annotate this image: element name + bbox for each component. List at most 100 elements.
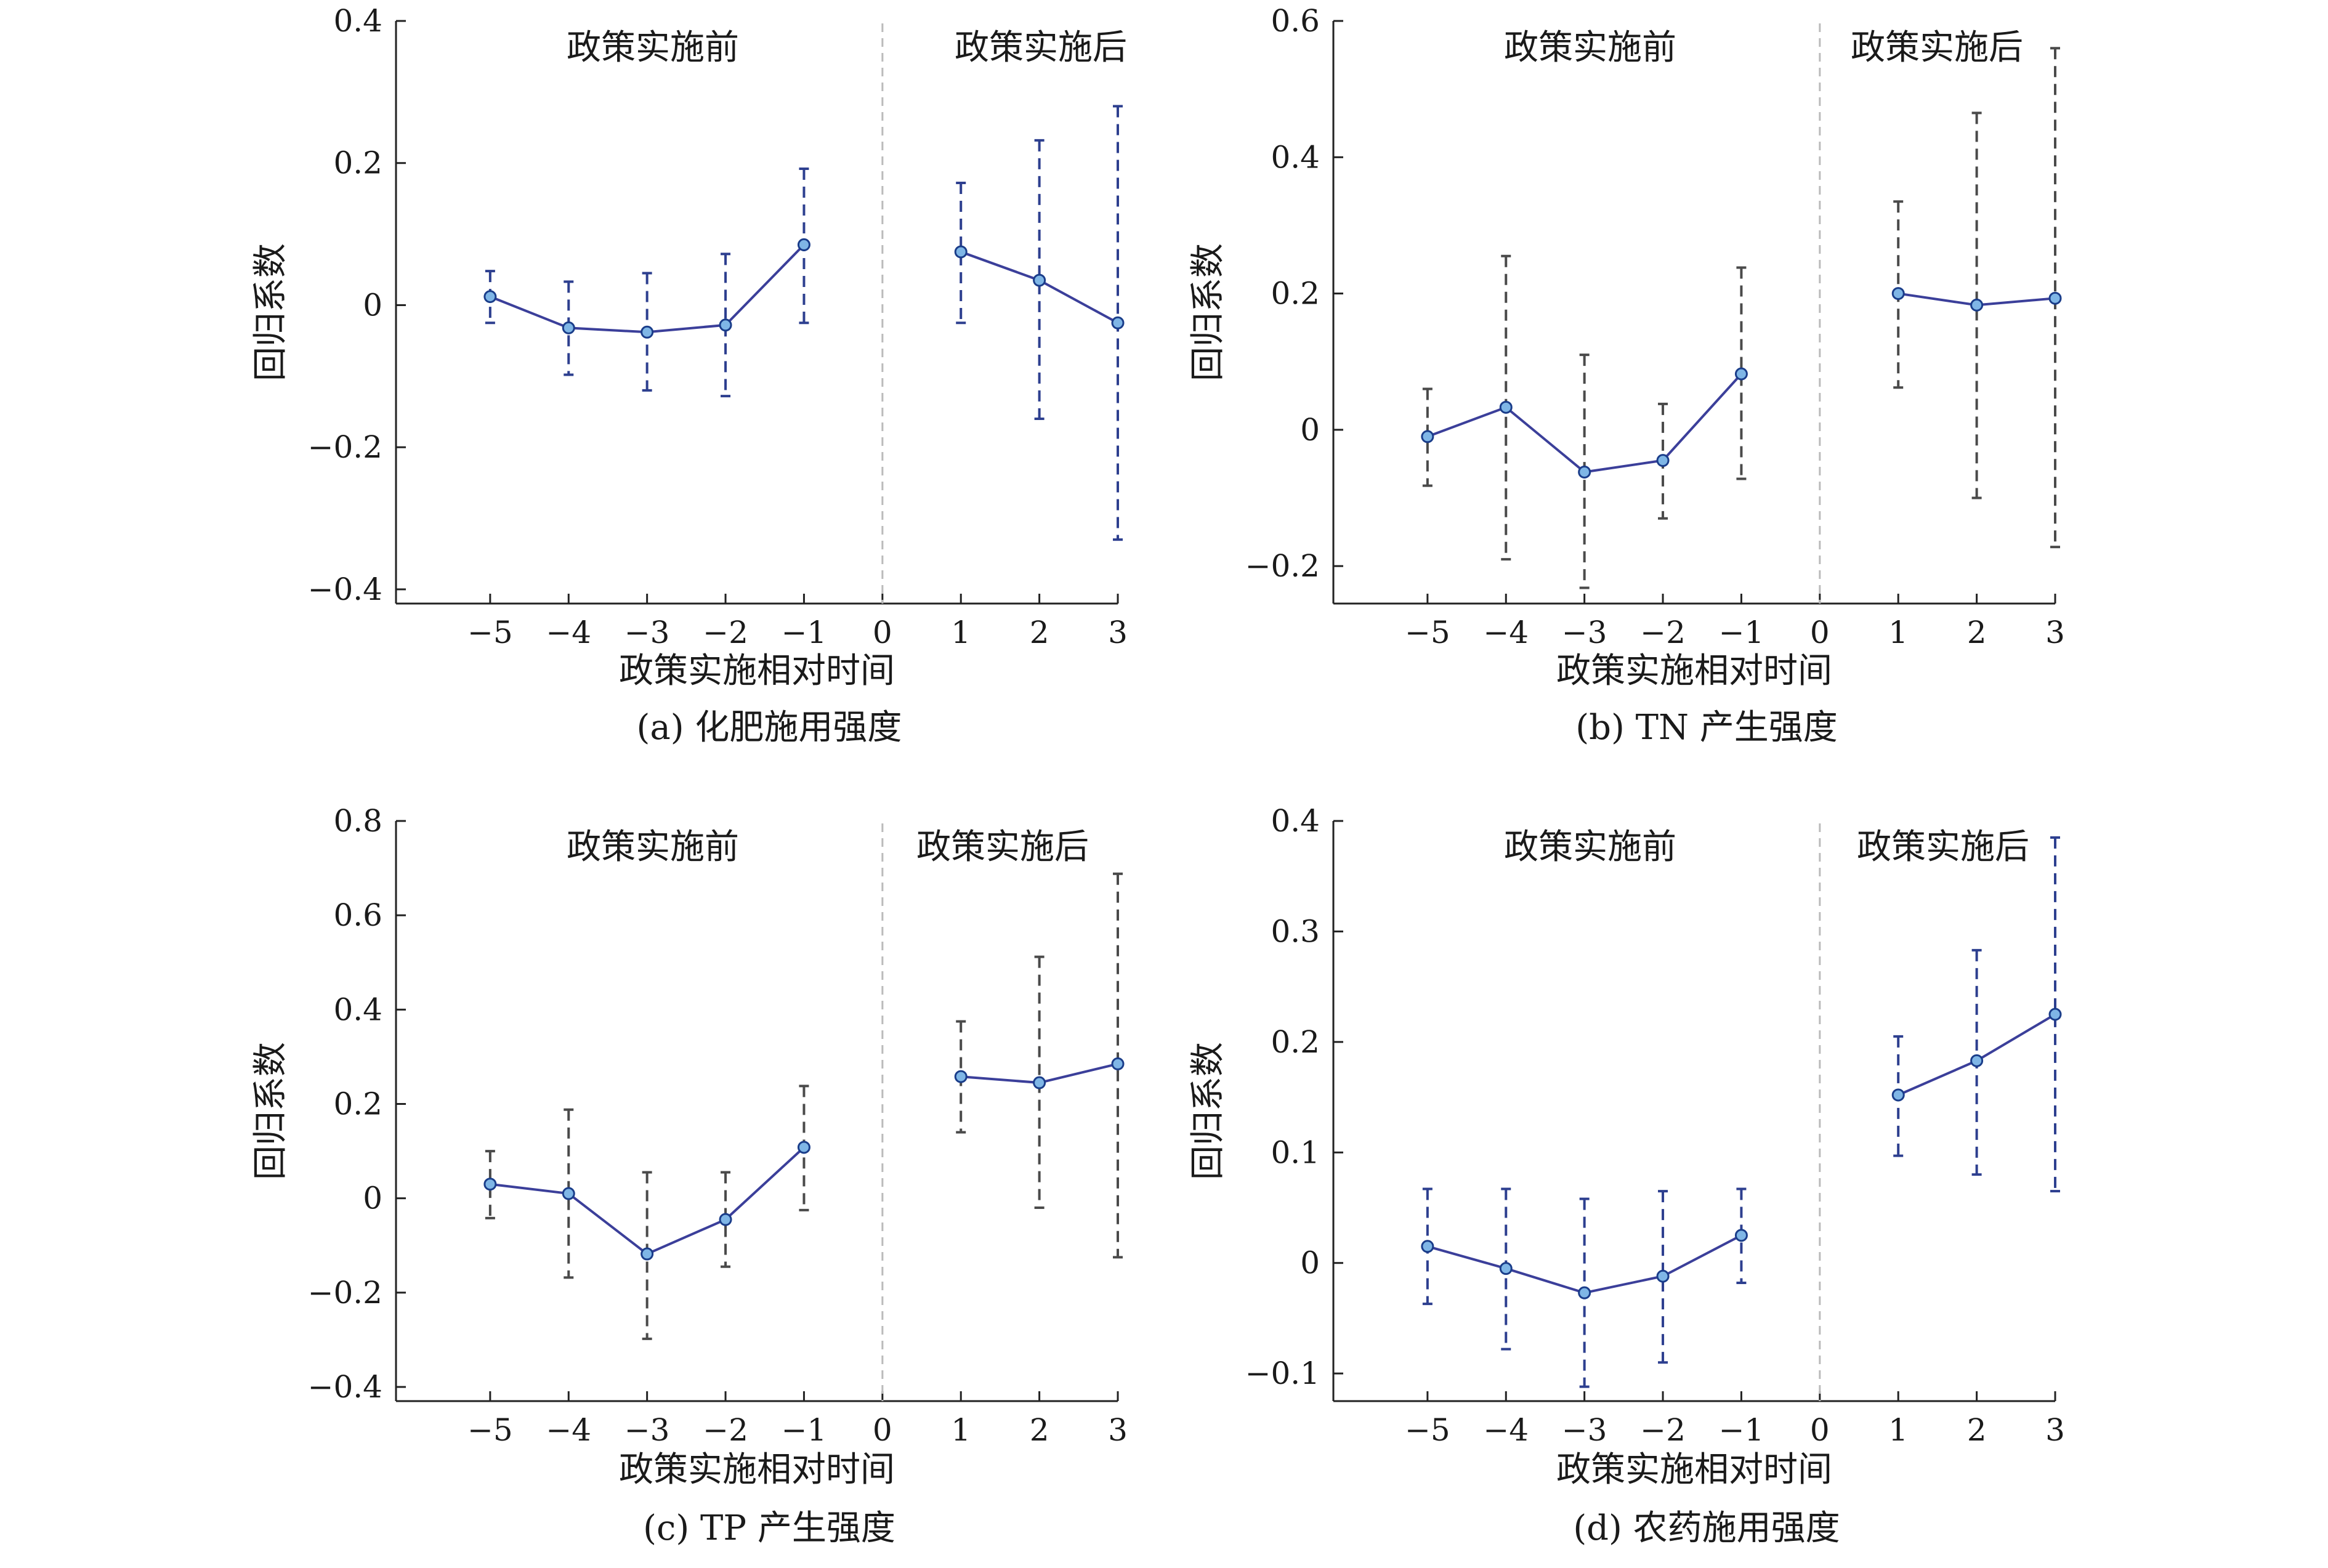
data-point xyxy=(2048,1008,2062,1021)
y-tick-label: −0.1 xyxy=(1245,1356,1320,1391)
data-point xyxy=(1656,454,1670,467)
y-tick-label: 0.6 xyxy=(333,897,382,933)
y-tick-label: −0.2 xyxy=(1245,548,1320,584)
data-point xyxy=(2048,291,2062,305)
y-tick-label: 0.3 xyxy=(1271,913,1320,949)
y-tick-label: 0.2 xyxy=(333,1086,382,1122)
y-tick-label: 0.1 xyxy=(1271,1134,1320,1170)
x-tick-label: −5 xyxy=(1405,1412,1450,1448)
x-tick-label: −4 xyxy=(1483,615,1529,650)
x-axis-label: 政策实施相对时间 xyxy=(1556,1450,1832,1490)
panel-caption: (a) 化肥施用强度 xyxy=(637,708,902,748)
region-label-after: 政策实施后 xyxy=(1857,827,2029,867)
x-tick-label: 0 xyxy=(1810,615,1830,650)
data-point xyxy=(562,1187,575,1200)
y-tick-label: 0 xyxy=(1300,412,1320,448)
data-point xyxy=(1111,316,1125,329)
x-tick-label: −2 xyxy=(1640,615,1686,650)
x-tick-label: −2 xyxy=(703,1412,748,1448)
panel-caption: (c) TP 产生强度 xyxy=(643,1508,895,1548)
data-point xyxy=(954,245,968,259)
data-point xyxy=(1891,287,1905,301)
data-point xyxy=(1734,367,1748,381)
x-tick-label: −2 xyxy=(1640,1412,1686,1448)
data-point xyxy=(1578,465,1591,479)
x-tick-label: 0 xyxy=(1810,1412,1830,1448)
data-point xyxy=(797,1141,810,1154)
data-point xyxy=(483,1178,497,1191)
region-label-before: 政策实施前 xyxy=(1504,28,1676,68)
x-tick-label: −3 xyxy=(1562,1412,1607,1448)
chart-panel-3: 0.8 0.6 0.4 0.2 0 −0.2 −0.4 −5 −4 −3 −2 −1 0 1 2 3 政策实施前… xyxy=(251,803,1128,1548)
region-label-after: 政策实施后 xyxy=(955,28,1127,68)
y-tick-label: 0.2 xyxy=(1271,276,1320,312)
panel-caption: (b) TN 产生强度 xyxy=(1575,708,1838,748)
x-tick-label: −5 xyxy=(1405,615,1450,650)
y-tick-label: 0.2 xyxy=(333,145,382,181)
x-tick-label: −5 xyxy=(467,1412,513,1448)
x-tick-label: 2 xyxy=(1967,1412,1987,1448)
data-point xyxy=(954,1070,968,1083)
x-tick-label: 3 xyxy=(1108,615,1128,650)
data-point xyxy=(1421,430,1434,443)
x-tick-label: −1 xyxy=(1719,615,1764,650)
data-point xyxy=(1033,1076,1046,1089)
data-point xyxy=(483,290,497,304)
chart-panel-2: 0.6 0.4 0.2 0 −0.2 −5 −4 −3 −2 −1 0 1 2 3 政策实施前 政策实施后政策… xyxy=(1188,3,2065,748)
y-tick-label: −0.2 xyxy=(308,1275,382,1311)
x-axis-label: 政策实施相对时间 xyxy=(619,1450,895,1490)
y-axis-label: 回归系数 xyxy=(251,243,291,381)
x-axis-label: 政策实施相对时间 xyxy=(619,651,895,691)
data-point xyxy=(719,1213,732,1226)
y-tick-label: 0.4 xyxy=(1271,139,1320,175)
x-tick-label: −4 xyxy=(546,1412,591,1448)
x-tick-label: 3 xyxy=(1108,1412,1128,1448)
y-tick-label: 0.8 xyxy=(333,803,382,839)
data-point xyxy=(1499,1262,1513,1275)
y-tick-label: 0.4 xyxy=(333,992,382,1027)
x-tick-label: 0 xyxy=(873,615,892,650)
x-tick-label: −3 xyxy=(624,1412,670,1448)
y-tick-label: −0.4 xyxy=(308,572,382,607)
y-tick-label: 0 xyxy=(363,1181,382,1216)
y-tick-label: −0.4 xyxy=(308,1369,382,1405)
chart-panel-1: 0.4 0.2 0 −0.2 −0.4 −5 −4 −3 −2 −1 0 1 2 3 政策实施前 政策实施后政… xyxy=(251,3,1128,748)
x-tick-label: −4 xyxy=(546,615,591,650)
x-tick-label: 0 xyxy=(873,1412,892,1448)
x-tick-label: 2 xyxy=(1967,615,1987,650)
data-point xyxy=(1499,400,1513,414)
data-point xyxy=(1734,1229,1748,1242)
y-tick-label: 0.4 xyxy=(1271,803,1320,839)
x-tick-label: 1 xyxy=(951,1412,971,1448)
region-label-before: 政策实施前 xyxy=(567,28,739,68)
x-tick-label: −2 xyxy=(703,615,748,650)
x-tick-label: 1 xyxy=(951,615,971,650)
y-tick-label: 0 xyxy=(1300,1245,1320,1281)
data-point xyxy=(1111,1057,1125,1070)
data-point xyxy=(1578,1286,1591,1299)
region-label-before: 政策实施前 xyxy=(1504,827,1676,867)
y-tick-label: 0.4 xyxy=(333,3,382,39)
data-point xyxy=(1033,273,1046,287)
x-tick-label: −5 xyxy=(467,615,513,650)
data-point xyxy=(641,1247,654,1261)
y-tick-label: 0 xyxy=(363,287,382,323)
region-label-after: 政策实施后 xyxy=(916,827,1089,867)
x-tick-label: 3 xyxy=(2045,615,2065,650)
x-tick-label: 1 xyxy=(1888,1412,1908,1448)
x-tick-label: 2 xyxy=(1030,1412,1049,1448)
data-point xyxy=(797,238,810,251)
data-point xyxy=(1421,1240,1434,1253)
region-label-before: 政策实施前 xyxy=(567,827,739,867)
y-tick-label: 0.2 xyxy=(1271,1024,1320,1060)
data-point xyxy=(1970,1054,1984,1067)
x-tick-label: 2 xyxy=(1030,615,1049,650)
data-point xyxy=(1656,1269,1670,1283)
x-tick-label: −3 xyxy=(1562,615,1607,650)
y-axis-label: 回归系数 xyxy=(1188,1042,1228,1180)
y-tick-label: −0.2 xyxy=(308,429,382,465)
x-tick-label: −1 xyxy=(782,1412,827,1448)
series-line-before xyxy=(1427,373,1742,474)
